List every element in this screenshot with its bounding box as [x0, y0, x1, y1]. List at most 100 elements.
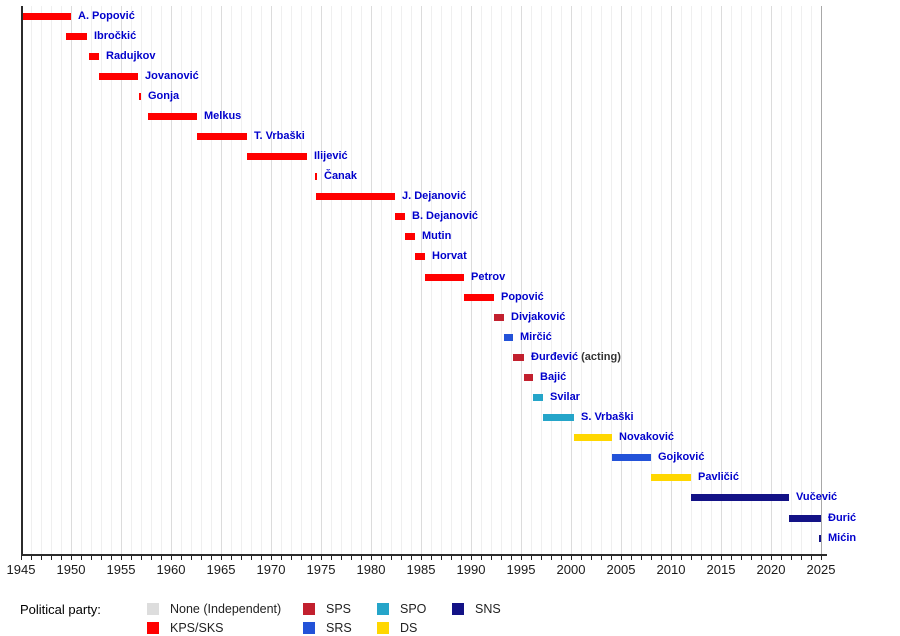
gridline-1999: [561, 6, 562, 555]
term-bar-b-dejanovi-: [395, 213, 405, 221]
axis-tick-label-1975: 1975: [306, 562, 336, 577]
person-label-novakovi-[interactable]: Novaković: [619, 431, 675, 444]
axis-tick-2015: [721, 556, 722, 560]
axis-tick-1970: [271, 556, 272, 560]
person-label-melkus[interactable]: Melkus: [204, 109, 242, 122]
gridline-2008: [651, 6, 652, 555]
gridline-2003: [601, 6, 602, 555]
person-label-b-dejanovi-[interactable]: B. Dejanović: [412, 210, 479, 223]
gridline-1980: [371, 6, 372, 555]
person-label-a-popovi-[interactable]: A. Popović: [78, 9, 135, 22]
person-label-popovi-[interactable]: Popović: [501, 290, 544, 303]
legend-item-sps: SPS: [303, 600, 352, 618]
axis-tick-label-2025: 2025: [806, 562, 836, 577]
legend-swatch: [377, 622, 389, 634]
gridline-1955: [121, 6, 122, 555]
axis-tick-1963: [201, 556, 202, 560]
gridline-2023: [801, 6, 802, 555]
axis-tick-label-2015: 2015: [706, 562, 736, 577]
gridline-1957: [141, 6, 142, 555]
person-label--anak[interactable]: Čanak: [324, 170, 358, 183]
person-label-s-vrba-ki[interactable]: S. Vrbaški: [581, 411, 634, 424]
person-label-horvat[interactable]: Horvat: [432, 250, 467, 263]
axis-tick-1989: [461, 556, 462, 560]
axis-tick-1956: [131, 556, 132, 560]
gridline-1958: [151, 6, 152, 555]
gridline-1966: [231, 6, 232, 555]
axis-tick-2014: [711, 556, 712, 560]
axis-tick-1985: [421, 556, 422, 560]
person-label-svilar[interactable]: Svilar: [550, 391, 580, 404]
gridline-1970: [271, 6, 272, 555]
axis-tick-label-1945: 1945: [6, 562, 36, 577]
person-label-vu-evi-[interactable]: Vučević: [796, 491, 838, 504]
gridline-2001: [581, 6, 582, 555]
gridline-1973: [301, 6, 302, 555]
axis-tick-label-1950: 1950: [56, 562, 86, 577]
term-bar-gojkovi-: [612, 454, 651, 462]
gridline-2022: [791, 6, 792, 555]
gridline-1959: [161, 6, 162, 555]
axis-tick-label-1965: 1965: [206, 562, 236, 577]
axis-tick-2024: [811, 556, 812, 560]
person-label-divjakovi-[interactable]: Divjaković: [511, 310, 566, 323]
person-label-mutin[interactable]: Mutin: [422, 230, 452, 243]
gridline-1994: [511, 6, 512, 555]
axis-tick-1994: [511, 556, 512, 560]
gridline-1976: [331, 6, 332, 555]
axis-tick-2011: [681, 556, 682, 560]
person-label--ur-evi-[interactable]: Đurđević (acting): [531, 350, 621, 363]
person-label-mi-in[interactable]: Mićin: [828, 531, 857, 544]
person-label--uri-[interactable]: Đurić: [828, 511, 857, 524]
person-label-pavli-i-[interactable]: Pavličić: [698, 471, 739, 484]
axis-tick-label-1995: 1995: [506, 562, 536, 577]
axis-tick-2000: [571, 556, 572, 560]
axis-tick-2023: [801, 556, 802, 560]
legend-swatch: [377, 603, 389, 615]
person-label-baji-[interactable]: Bajić: [540, 370, 567, 383]
gridline-1969: [261, 6, 262, 555]
term-bar-novakovi-: [574, 434, 612, 442]
axis-tick-2004: [611, 556, 612, 560]
legend-swatch: [452, 603, 464, 615]
legend-column-3: SPO DS: [377, 600, 426, 636]
axis-tick-1954: [111, 556, 112, 560]
person-label-t-vrba-ki[interactable]: T. Vrbaški: [254, 129, 305, 142]
person-label-ibro-ki-[interactable]: Ibročkić: [94, 29, 137, 42]
axis-tick-1975: [321, 556, 322, 560]
term-bar-mir-i-: [504, 333, 513, 341]
axis-tick-label-1980: 1980: [356, 562, 386, 577]
axis-tick-1947: [41, 556, 42, 560]
gridline-1960: [171, 6, 172, 555]
gridline-2002: [591, 6, 592, 555]
legend-swatch: [303, 603, 315, 615]
axis-tick-1993: [501, 556, 502, 560]
gridline-1946: [31, 6, 32, 555]
term-bar-divjakovi-: [494, 313, 504, 321]
person-label-gonja[interactable]: Gonja: [148, 89, 180, 102]
gridline-2015: [721, 6, 722, 555]
gridline-2010: [671, 6, 672, 555]
axis-tick-1955: [121, 556, 122, 560]
axis-tick-1957: [141, 556, 142, 560]
axis-tick-1968: [251, 556, 252, 560]
axis-tick-1966: [231, 556, 232, 560]
axis-tick-label-1985: 1985: [406, 562, 436, 577]
person-label-ilijevi-[interactable]: Ilijević: [314, 150, 348, 163]
person-label-gojkovi-[interactable]: Gojković: [658, 451, 705, 464]
person-label-mir-i-[interactable]: Mirčić: [520, 330, 552, 343]
person-label-j-dejanovi-[interactable]: J. Dejanović: [402, 190, 467, 203]
legend-label: SNS: [475, 602, 501, 616]
legend-swatch: [303, 622, 315, 634]
axis-tick-1946: [31, 556, 32, 560]
x-axis-line: [21, 554, 827, 556]
gridline-1995: [521, 6, 522, 555]
axis-tick-1973: [301, 556, 302, 560]
person-label-jovanovi-[interactable]: Jovanović: [145, 69, 199, 82]
person-label-radujkov[interactable]: Radujkov: [106, 49, 156, 62]
gridline-2019: [761, 6, 762, 555]
person-label-petrov[interactable]: Petrov: [471, 270, 506, 283]
gridline-1992: [491, 6, 492, 555]
legend-swatch: [147, 622, 159, 634]
